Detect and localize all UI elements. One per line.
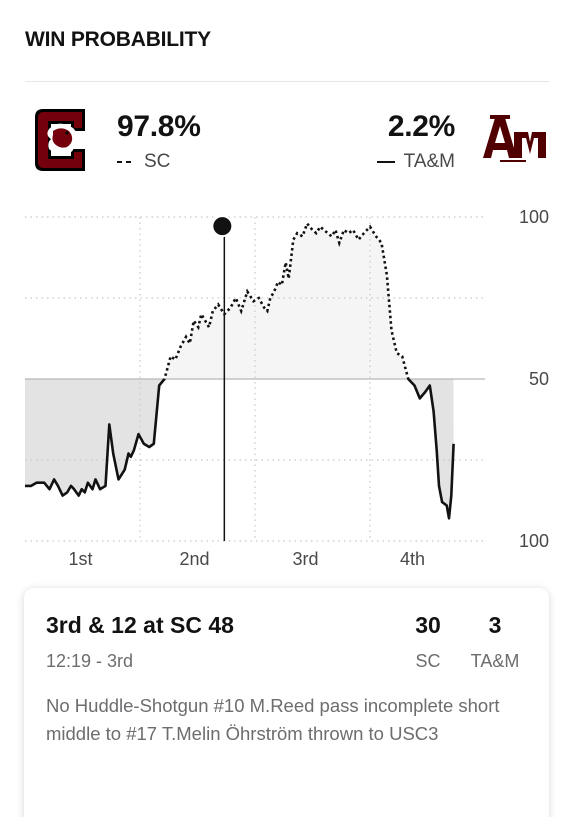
y-tick-label: 100 [519,531,549,551]
away-legend: TA&M [376,151,455,173]
away-win-prob-line [25,379,455,520]
y-tick-label: 50 [529,369,549,389]
away-score: 3 [488,612,502,638]
x-tick-label: 2nd [179,549,209,569]
home-score-label: SC [415,651,441,671]
home-legend: SC [117,151,170,173]
section-title: WIN PROBABILITY [25,28,211,51]
atm-logo [483,115,546,162]
play-detail-card: 3rd & 12 at SC 48 12:19 - 3rd 30 3 SC TA… [24,588,549,817]
away-advantage-area [25,379,454,519]
x-tick-label: 1st [68,549,92,569]
x-tick-label: 3rd [292,549,318,569]
home-win-prob-line [162,220,411,379]
away-team-abbr: TA&M [403,151,455,172]
current-play-marker [211,215,234,238]
away-win-percentage: 2.2% [387,110,455,143]
south-carolina-gamecock-logo [35,109,85,171]
game-clock: 12:19 - 3rd [46,651,134,671]
divider [25,81,549,82]
solid-line-legend-icon [376,161,395,163]
x-tick-label: 4th [400,549,425,569]
home-team-abbr: SC [144,151,171,172]
home-advantage-area [25,223,454,379]
home-score: 30 [415,612,441,638]
home-win-percentage: 97.8% [117,110,201,143]
play-description: No Huddle-Shotgun #10 M.Reed pass incomp… [46,695,500,744]
y-tick-label: 100 [519,207,549,227]
down-and-distance: 3rd & 12 at SC 48 [46,612,234,638]
win-probability-chart: 100 50 100 1st 2nd 3rd 4th [25,207,549,569]
dotted-line-legend-icon [117,161,135,163]
away-score-label: TA&M [470,651,520,671]
